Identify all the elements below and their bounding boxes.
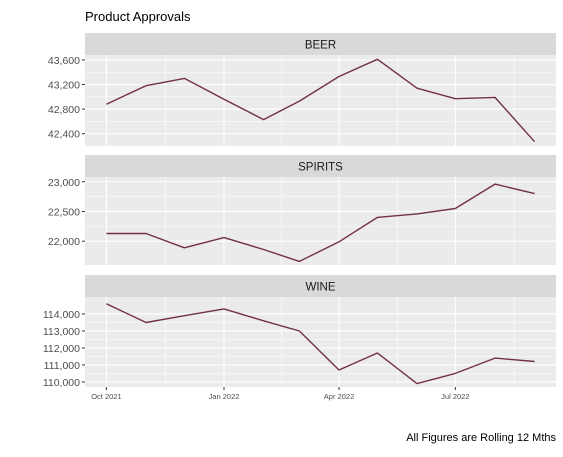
facet-strip-label: BEER bbox=[305, 40, 336, 52]
y-tick-label: 114,000 bbox=[43, 309, 80, 321]
facet-strip bbox=[85, 33, 556, 55]
series-line-beer bbox=[106, 58, 536, 143]
y-tick-label: 42,400 bbox=[48, 129, 80, 141]
y-tick-label: 111,000 bbox=[44, 360, 81, 372]
y-tick-label: 22,000 bbox=[48, 236, 80, 248]
series-line-wine bbox=[106, 303, 535, 385]
facet-beer: BEER 42,400 42,800 43,200 43,600 bbox=[48, 33, 556, 146]
y-tick-label: 43,600 bbox=[48, 55, 80, 67]
x-tick-label: Jul 2022 bbox=[441, 392, 469, 401]
chart-caption: All Figures are Rolling 12 Mths bbox=[406, 432, 556, 444]
y-tick-label: 113,000 bbox=[43, 326, 80, 338]
x-tick-label: Apr 2022 bbox=[324, 392, 354, 401]
x-tick-label: Oct 2021 bbox=[91, 392, 121, 401]
x-tick-label: Jan 2022 bbox=[209, 392, 240, 401]
facet-strip bbox=[85, 275, 556, 297]
y-tick-label: 23,000 bbox=[48, 177, 80, 189]
facet-strip-label: SPIRITS bbox=[298, 162, 343, 174]
y-tick-label: 110,000 bbox=[43, 377, 80, 389]
facet-spirits: SPIRITS 22,000 22,500 23,000 bbox=[48, 155, 556, 265]
chart-title: Product Approvals bbox=[85, 9, 191, 24]
facet-panel bbox=[85, 55, 556, 146]
facet-panels: BEER 42,400 42,800 43,200 43,600 SPIRITS 22,00… bbox=[43, 33, 556, 389]
series-line-spirits bbox=[106, 183, 535, 263]
facet-strip bbox=[85, 155, 556, 177]
y-tick-label: 42,800 bbox=[48, 104, 80, 116]
y-tick-label: 112,000 bbox=[43, 343, 80, 355]
facet-panel bbox=[85, 297, 556, 387]
facet-wine: WINE 110,000 111,000 112,000 113,000 114,000 bbox=[43, 275, 556, 389]
facet-strip-label: WINE bbox=[305, 282, 335, 294]
x-axis: Oct 2021 Jan 2022 Apr 2022 Jul 2022 bbox=[91, 387, 470, 401]
y-tick-label: 43,200 bbox=[48, 80, 80, 92]
y-tick-label: 22,500 bbox=[48, 206, 80, 218]
